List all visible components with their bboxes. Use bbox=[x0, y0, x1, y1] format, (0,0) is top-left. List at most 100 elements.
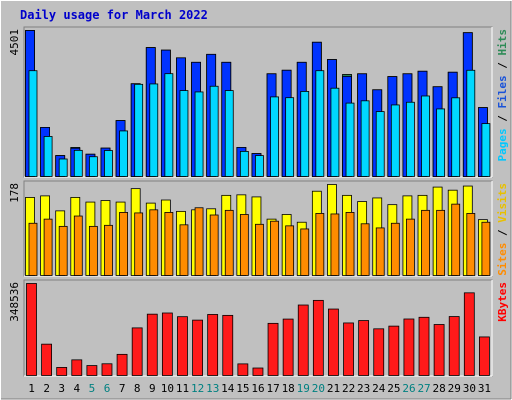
sites-bar bbox=[164, 212, 174, 276]
kbytes-bar bbox=[463, 292, 475, 376]
pages-bar bbox=[58, 158, 68, 177]
pages-bar bbox=[390, 104, 400, 177]
x-tick-label: 31 bbox=[478, 382, 491, 395]
x-tick-label: 19 bbox=[297, 382, 310, 395]
pages-bar bbox=[315, 70, 325, 177]
sites-bar bbox=[179, 224, 189, 276]
legend-separator: / bbox=[496, 56, 509, 76]
kbytes-bar bbox=[41, 343, 52, 376]
x-tick-label: 11 bbox=[176, 382, 189, 395]
chart-title: Daily usage for March 2022 bbox=[20, 8, 208, 22]
pages-bar bbox=[194, 91, 204, 177]
x-tick-label: 10 bbox=[161, 382, 174, 395]
sites-bar bbox=[255, 223, 264, 276]
panel3-legend: KBytes bbox=[496, 282, 509, 322]
hits-files-pages-panel bbox=[23, 26, 493, 178]
kbytes-bar bbox=[116, 353, 128, 376]
x-tick-label: 18 bbox=[282, 382, 295, 395]
x-tick-label: 25 bbox=[387, 382, 400, 395]
x-tick-label: 27 bbox=[417, 382, 430, 395]
legend-separator: / bbox=[496, 109, 509, 129]
pages-bar bbox=[149, 83, 159, 177]
x-tick-label: 15 bbox=[236, 382, 249, 395]
kbytes-bar bbox=[479, 336, 490, 376]
kbytes-bar bbox=[328, 308, 339, 376]
sites-bar bbox=[285, 225, 295, 276]
sites-bar bbox=[134, 212, 144, 276]
sites-bar bbox=[436, 209, 446, 276]
pages-bar bbox=[73, 149, 83, 177]
x-tick-label: 30 bbox=[463, 382, 476, 395]
pages-bar bbox=[28, 70, 38, 177]
kbytes-bar bbox=[297, 304, 309, 376]
pages-bar bbox=[330, 87, 340, 177]
sites-bar bbox=[300, 228, 310, 276]
pages-bar bbox=[179, 90, 189, 177]
kbytes-bar bbox=[448, 316, 460, 376]
pages-bar bbox=[88, 156, 98, 177]
sites-bar bbox=[390, 222, 400, 276]
kbytes-bar bbox=[373, 328, 385, 376]
pages-bar bbox=[43, 136, 53, 177]
x-tick-label: 5 bbox=[89, 382, 96, 395]
x-axis-labels: 1 2 3 4 5 6 7 8 9 10 11 12 13 14 15 16 17 18 19 20 21 22 23 24 2… bbox=[28, 382, 491, 395]
kbytes-bar bbox=[101, 363, 113, 376]
panel1-legend: Pages / Files / Hits bbox=[496, 29, 509, 162]
sites-bar bbox=[466, 213, 476, 276]
kbytes-bar bbox=[252, 367, 264, 376]
sites-bar bbox=[58, 225, 68, 276]
x-tick-label: 12 bbox=[191, 382, 204, 395]
pages-bar bbox=[239, 151, 249, 177]
legend-files: Files bbox=[496, 75, 509, 108]
pages-bar bbox=[255, 155, 264, 177]
legend-sites: Sites bbox=[496, 243, 509, 276]
x-tick-label: 3 bbox=[58, 382, 65, 395]
sites-bar bbox=[104, 224, 113, 276]
sites-bar bbox=[345, 212, 355, 276]
panel2-legend: Sites / Visits bbox=[496, 183, 509, 276]
x-tick-label: 23 bbox=[357, 382, 370, 395]
sites-bar bbox=[406, 218, 415, 276]
pages-bar bbox=[406, 101, 415, 177]
x-tick-label: 6 bbox=[104, 382, 111, 395]
pages-bar bbox=[451, 97, 461, 177]
x-tick-label: 28 bbox=[433, 382, 446, 395]
pages-bar bbox=[375, 111, 385, 177]
legend-kbytes: KBytes bbox=[496, 282, 509, 322]
kbytes-bar bbox=[433, 324, 445, 376]
kbytes-bar bbox=[192, 319, 203, 376]
kbytes-bar bbox=[146, 313, 158, 376]
pages-bar bbox=[466, 69, 476, 177]
pages-bar bbox=[285, 97, 295, 177]
legend-separator: / bbox=[496, 223, 509, 243]
kbytes-bar bbox=[86, 365, 98, 376]
x-tick-label: 24 bbox=[372, 382, 386, 395]
panel2-ymax-label: 178 bbox=[8, 183, 21, 203]
sites-bar bbox=[224, 209, 234, 276]
kbytes-bar bbox=[343, 322, 354, 376]
x-tick-label: 2 bbox=[43, 382, 50, 395]
pages-bar bbox=[119, 130, 128, 177]
sites-bar bbox=[43, 218, 53, 276]
x-tick-label: 7 bbox=[119, 382, 126, 395]
sites-bar bbox=[360, 223, 370, 276]
x-tick-label: 1 bbox=[28, 382, 35, 395]
panel3-ymax-label: 348536 bbox=[8, 282, 21, 322]
sites-bar bbox=[28, 222, 38, 276]
kbytes-bar bbox=[237, 363, 249, 376]
sites-bar bbox=[119, 212, 128, 276]
kbytes-bar bbox=[418, 316, 430, 376]
kbytes-bar bbox=[56, 367, 68, 376]
pages-bar bbox=[209, 85, 219, 177]
kbytes-bar bbox=[312, 299, 324, 376]
sites-bar bbox=[194, 207, 204, 276]
kbytes-bar bbox=[282, 318, 294, 376]
x-tick-label: 8 bbox=[134, 382, 141, 395]
legend-hits: Hits bbox=[496, 29, 509, 56]
kbytes-bar bbox=[222, 314, 234, 376]
x-tick-label: 4 bbox=[74, 382, 81, 395]
pages-bar bbox=[300, 91, 310, 177]
x-tick-label: 9 bbox=[149, 382, 156, 395]
kbytes-bar bbox=[388, 325, 400, 376]
